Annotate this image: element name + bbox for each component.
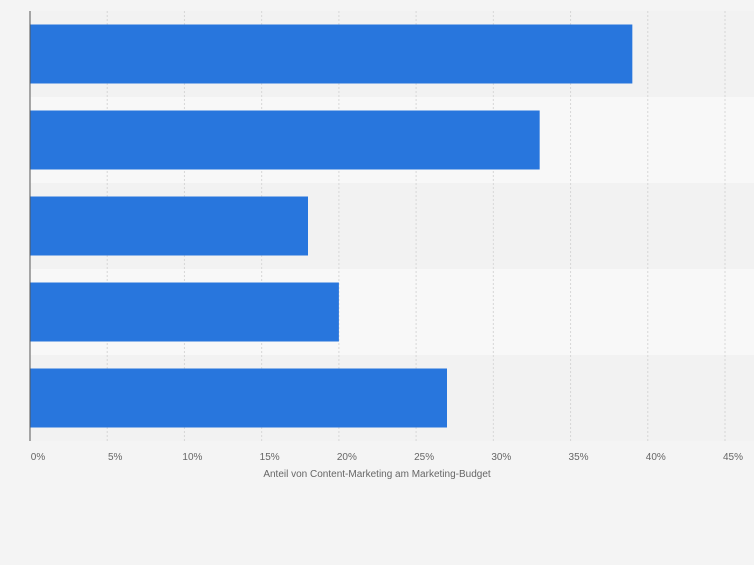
x-tick-label: 10%	[182, 452, 202, 463]
x-axis-label: Anteil von Content-Marketing am Marketin…	[263, 469, 491, 480]
x-tick-label: 15%	[260, 452, 280, 463]
x-tick-label: 25%	[414, 452, 434, 463]
x-tick-label: 45%	[723, 452, 743, 463]
x-tick-label: 30%	[491, 452, 511, 463]
bar	[30, 24, 633, 84]
x-tick-label: 5%	[108, 452, 123, 463]
bar	[30, 110, 540, 170]
x-tick-label: 40%	[646, 452, 666, 463]
bars	[30, 24, 633, 428]
bar	[30, 196, 308, 256]
x-tick-label: 35%	[569, 452, 589, 463]
x-tick-label: 20%	[337, 452, 357, 463]
bar	[30, 282, 339, 342]
x-tick-labels: 0% 5% 10% 15% 20% 25% 30% 35% 40% 45%	[31, 452, 743, 463]
bar	[30, 368, 447, 428]
x-tick-label: 0%	[31, 452, 46, 463]
